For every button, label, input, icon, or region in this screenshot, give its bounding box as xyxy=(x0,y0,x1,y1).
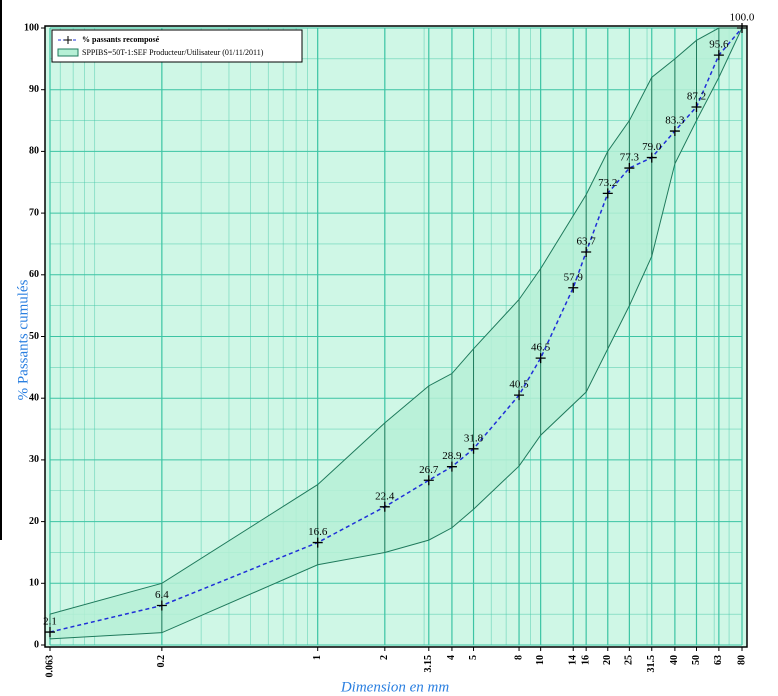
point-marker xyxy=(713,50,724,61)
point-marker xyxy=(423,475,434,486)
value-label: 57.9 xyxy=(564,271,584,283)
x-tick-label: 20 xyxy=(602,655,613,665)
x-tick-label: 50 xyxy=(691,655,702,665)
value-label: 46.5 xyxy=(531,342,551,354)
point-marker xyxy=(691,101,702,112)
x-tick-label: 63 xyxy=(713,655,724,665)
value-label: 87.2 xyxy=(687,91,706,103)
point-marker xyxy=(45,627,55,638)
value-label: 83.3 xyxy=(665,115,685,127)
value-label: 95.6 xyxy=(709,39,729,51)
point-marker xyxy=(379,501,390,512)
legend-marker xyxy=(64,36,72,44)
y-tick-label: 40 xyxy=(29,392,39,403)
point-marker xyxy=(156,600,167,611)
x-tick-label: 16 xyxy=(580,655,591,665)
value-label: 79.0 xyxy=(642,141,662,153)
point-marker xyxy=(446,461,457,472)
legend-label: SPPIBS=50T-1:SEF Producteur/Utilisateur … xyxy=(82,48,264,57)
x-tick-label: 4 xyxy=(446,655,457,660)
y-tick-label: 0 xyxy=(34,639,39,650)
value-label: 31.8 xyxy=(464,432,484,444)
x-tick-label: 80 xyxy=(736,655,747,665)
point-marker xyxy=(624,163,635,174)
point-marker xyxy=(646,152,657,163)
x-tick-label: 0.063 xyxy=(44,655,55,678)
point-marker xyxy=(312,537,323,548)
point-marker xyxy=(669,126,680,137)
x-tick-label: 1 xyxy=(312,655,323,660)
y-tick-label: 10 xyxy=(29,578,39,589)
y-tick-label: 30 xyxy=(29,454,39,465)
y-tick-label: 100 xyxy=(24,22,39,33)
value-label: 28.9 xyxy=(442,450,462,462)
value-label: 16.6 xyxy=(308,526,328,538)
value-label: 77.3 xyxy=(620,152,640,164)
x-tick-label: 8 xyxy=(513,655,524,660)
value-label: 22.4 xyxy=(375,490,395,502)
point-marker xyxy=(535,353,546,364)
x-tick-label: 10 xyxy=(535,655,546,665)
series-line xyxy=(49,27,743,633)
point-marker xyxy=(737,23,747,33)
y-tick-label: 80 xyxy=(29,146,39,157)
y-tick-label: 60 xyxy=(29,269,39,280)
point-marker xyxy=(581,246,592,257)
y-tick-label: 50 xyxy=(29,331,39,342)
y-tick-label: 70 xyxy=(29,207,39,218)
x-tick-label: 31.5 xyxy=(646,655,657,673)
x-tick-label: 3.15 xyxy=(423,655,434,673)
value-label: 73.2 xyxy=(598,177,617,189)
legend-area-swatch xyxy=(57,48,79,57)
value-label: 63.7 xyxy=(577,236,597,248)
y-axis-label: % Passants cumulés xyxy=(15,279,31,400)
y-tick-label: 20 xyxy=(29,516,39,527)
value-label: 6.4 xyxy=(155,589,169,601)
x-tick-label: 25 xyxy=(624,655,635,665)
point-marker xyxy=(514,390,525,401)
x-tick-label: 14 xyxy=(568,655,579,665)
x-axis-label: Dimension en mm xyxy=(340,679,449,695)
point-marker xyxy=(568,282,579,293)
value-label: 100.0 xyxy=(730,12,755,24)
x-tick-label: 2 xyxy=(379,655,390,660)
x-tick-label: 0.2 xyxy=(156,655,167,668)
envelope-area xyxy=(50,28,742,639)
x-tick-label: 40 xyxy=(669,655,680,665)
point-marker xyxy=(602,188,613,199)
value-label: 26.7 xyxy=(419,464,439,476)
y-tick-label: 90 xyxy=(29,84,39,95)
point-marker xyxy=(468,443,479,454)
legend-box xyxy=(51,29,303,63)
legend-label: % passants recomposé xyxy=(82,35,160,44)
value-label: 2.1 xyxy=(43,616,57,628)
value-label: 40.5 xyxy=(509,379,529,391)
x-tick-label: 5 xyxy=(468,655,479,660)
